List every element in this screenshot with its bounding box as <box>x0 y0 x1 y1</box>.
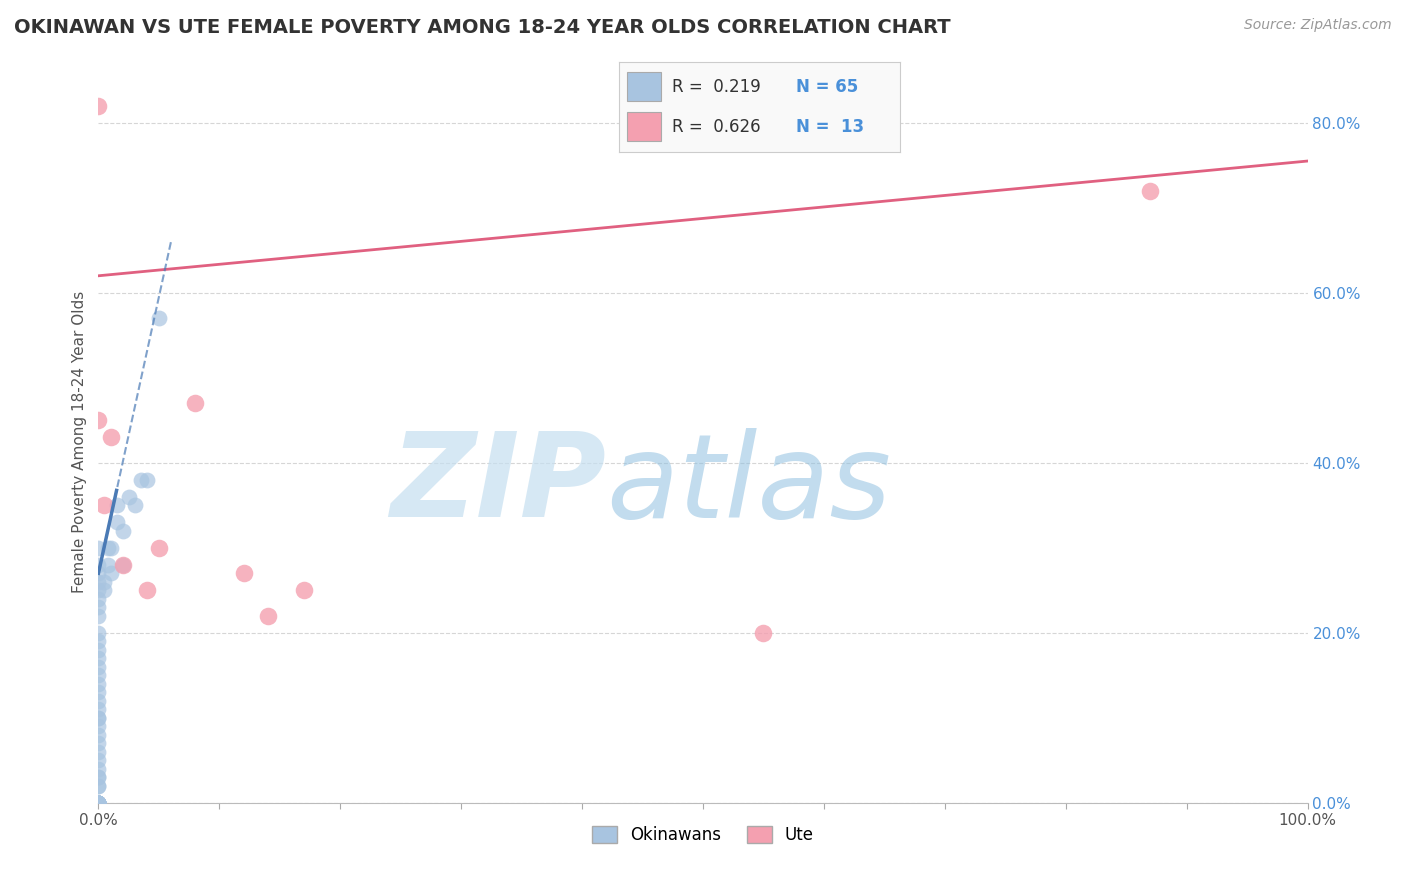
Text: R =  0.626: R = 0.626 <box>672 118 761 136</box>
Point <box>87 608 110 623</box>
Point <box>87 796 110 810</box>
Point <box>87 711 110 725</box>
Point <box>87 796 110 810</box>
Text: OKINAWAN VS UTE FEMALE POVERTY AMONG 18-24 YEAR OLDS CORRELATION CHART: OKINAWAN VS UTE FEMALE POVERTY AMONG 18-… <box>14 18 950 37</box>
Point <box>93 498 115 512</box>
Y-axis label: Female Poverty Among 18-24 Year Olds: Female Poverty Among 18-24 Year Olds <box>72 291 87 592</box>
Point <box>148 311 170 326</box>
Point <box>87 796 110 810</box>
Point <box>97 558 120 572</box>
Point <box>87 660 110 674</box>
Point <box>87 413 110 427</box>
Point <box>87 753 110 767</box>
Point <box>87 745 110 759</box>
Point <box>87 796 110 810</box>
Point <box>87 796 110 810</box>
Point <box>87 719 110 733</box>
Point <box>87 796 110 810</box>
Point <box>105 516 128 530</box>
Point <box>87 634 110 648</box>
Point <box>124 498 146 512</box>
Point <box>87 651 110 665</box>
Point <box>87 796 110 810</box>
Point <box>87 600 110 615</box>
Point <box>292 583 315 598</box>
Point <box>111 558 134 572</box>
Point <box>87 574 110 589</box>
Point <box>87 558 110 572</box>
Point <box>135 583 157 598</box>
Point <box>87 796 110 810</box>
Point <box>87 796 110 810</box>
Point <box>148 541 170 555</box>
Point <box>87 796 110 810</box>
Point <box>105 498 128 512</box>
Text: R =  0.219: R = 0.219 <box>672 78 761 95</box>
Point <box>87 796 110 810</box>
Point <box>87 796 110 810</box>
Point <box>87 711 110 725</box>
FancyBboxPatch shape <box>627 72 661 101</box>
Legend: Okinawans, Ute: Okinawans, Ute <box>583 817 823 852</box>
Point <box>129 473 152 487</box>
Point <box>87 779 110 793</box>
Point <box>93 583 115 598</box>
Point <box>87 796 110 810</box>
Point <box>87 796 110 810</box>
Point <box>87 796 110 810</box>
Point <box>232 566 254 581</box>
Point <box>87 99 110 113</box>
Point <box>87 796 110 810</box>
Point <box>87 770 110 784</box>
Point <box>93 574 115 589</box>
Point <box>87 694 110 708</box>
Text: Source: ZipAtlas.com: Source: ZipAtlas.com <box>1244 18 1392 32</box>
Point <box>87 736 110 750</box>
Point <box>87 796 110 810</box>
Point <box>87 728 110 742</box>
Point <box>100 541 122 555</box>
Point <box>87 796 110 810</box>
Point <box>87 685 110 699</box>
Point <box>87 642 110 657</box>
Point <box>87 625 110 640</box>
Text: N =  13: N = 13 <box>796 118 863 136</box>
Point <box>87 702 110 716</box>
Point <box>87 668 110 682</box>
Point <box>87 566 110 581</box>
Point <box>87 770 110 784</box>
Point <box>752 625 775 640</box>
Point <box>87 779 110 793</box>
Point <box>1139 184 1161 198</box>
Point <box>184 396 207 410</box>
Text: atlas: atlas <box>606 428 891 542</box>
Point <box>100 430 122 444</box>
Point <box>87 796 110 810</box>
Text: N = 65: N = 65 <box>796 78 858 95</box>
Point <box>87 677 110 691</box>
Point <box>100 566 122 581</box>
FancyBboxPatch shape <box>627 112 661 141</box>
Point <box>87 796 110 810</box>
Point <box>111 558 134 572</box>
Text: ZIP: ZIP <box>391 427 606 542</box>
Point <box>87 583 110 598</box>
Point <box>111 524 134 538</box>
Point <box>135 473 157 487</box>
Point <box>87 541 110 555</box>
Point <box>87 762 110 776</box>
Point <box>256 608 278 623</box>
Point <box>118 490 141 504</box>
Point <box>87 591 110 606</box>
Point <box>97 541 120 555</box>
